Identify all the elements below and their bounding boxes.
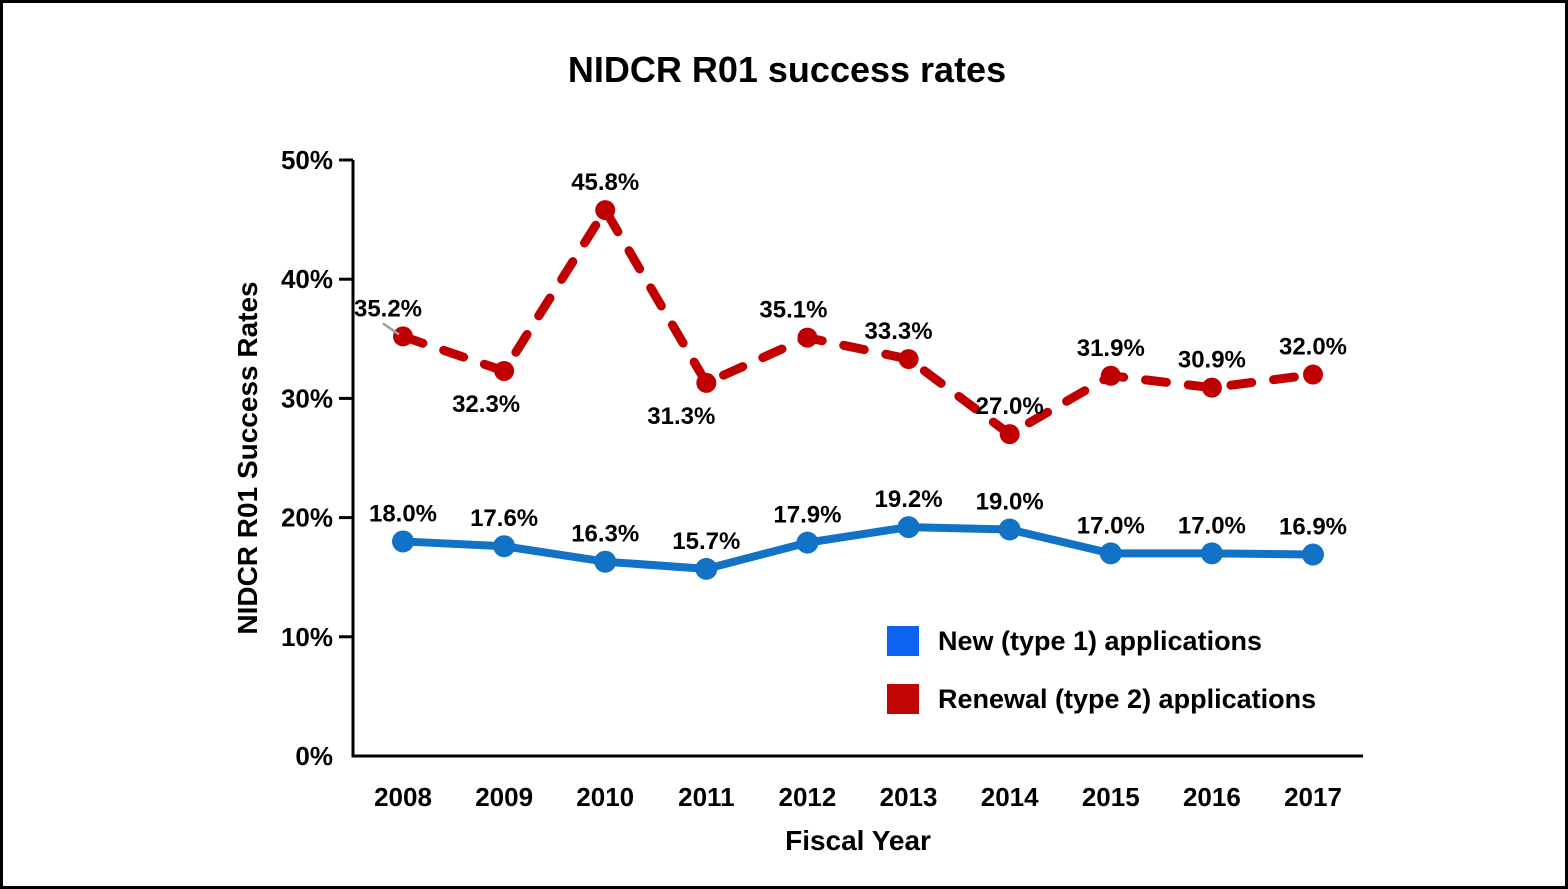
data-label-0-2009: 17.6% [470, 505, 538, 532]
series-line-0 [399, 523, 1317, 573]
x-tick-label: 2014 [981, 782, 1039, 812]
data-label-1-2008: 35.2% [354, 295, 422, 322]
legend-item-new-applications: New (type 1) applications [887, 625, 1316, 657]
x-tick-label: 2016 [1183, 782, 1241, 812]
data-point-0-2008 [392, 530, 414, 553]
x-tick-label: 2008 [374, 782, 432, 812]
data-point-1-2015 [1100, 365, 1121, 386]
y-tick-label: 20% [281, 503, 333, 533]
x-axis-title: Fiscal Year [785, 825, 931, 856]
data-point-1-2009 [494, 360, 515, 381]
y-tick-label: 0% [295, 741, 333, 771]
data-label-1-2017: 32.0% [1279, 334, 1347, 361]
data-label-0-2011: 15.7% [672, 528, 740, 555]
chart-title: NIDCR R01 success rates [567, 49, 1007, 90]
x-tick-label: 2011 [678, 782, 734, 812]
data-label-0-2017: 16.9% [1279, 514, 1347, 541]
data-label-0-2010: 16.3% [571, 521, 639, 548]
series-line-1 [398, 205, 1318, 439]
data-point-1-2008 [393, 326, 413, 347]
data-point-0-2015 [1099, 542, 1122, 565]
axis-lines [351, 160, 1363, 758]
data-label-0-2013: 19.2% [875, 486, 943, 513]
data-point-0-2011 [695, 557, 718, 580]
legend-swatch-renewal-applications [887, 684, 919, 714]
data-point-0-2009 [493, 535, 516, 558]
y-tick-label: 10% [281, 622, 333, 652]
data-point-1-2010 [595, 200, 616, 221]
data-label-1-2011: 31.3% [647, 403, 715, 430]
data-point-1-2014 [999, 424, 1020, 445]
data-point-0-2012 [796, 531, 819, 554]
x-tick-label: 2012 [779, 782, 837, 812]
data-point-0-2010 [594, 550, 617, 573]
data-point-1-2016 [1201, 377, 1222, 398]
data-label-1-2013: 33.3% [865, 318, 933, 345]
data-label-0-2014: 19.0% [976, 489, 1044, 516]
data-point-1-2012 [797, 327, 818, 348]
y-tick-label: 30% [281, 383, 333, 413]
data-label-0-2012: 17.9% [773, 502, 841, 529]
legend-item-renewal-applications: Renewal (type 2) applications [887, 683, 1316, 715]
legend-label-new-applications: New (type 1) applications [938, 625, 1263, 656]
data-label-0-2008: 18.0% [369, 500, 437, 527]
data-label-1-2012: 35.1% [759, 297, 827, 324]
legend-label-renewal-applications: Renewal (type 2) applications [938, 683, 1317, 714]
plot-area: 0% 10% 20% 30% 40% 50% 2008 2009 2010 2011 2012 201… [281, 145, 1363, 812]
data-label-1-2016: 30.9% [1178, 347, 1246, 374]
data-point-0-2016 [1200, 542, 1223, 565]
x-tick-label: 2013 [880, 782, 938, 812]
data-point-0-2017 [1302, 543, 1324, 566]
data-point-0-2014 [998, 518, 1021, 541]
data-point-0-2013 [897, 516, 920, 539]
data-label-1-2015: 31.9% [1077, 335, 1145, 362]
legend-swatch-new-applications [887, 626, 919, 656]
x-tick-label: 2015 [1082, 782, 1140, 812]
data-point-1-2013 [898, 349, 919, 370]
label-leader-line [382, 322, 400, 336]
y-tick-label: 50% [281, 145, 333, 175]
x-tick-label: 2017 [1284, 782, 1342, 812]
data-point-1-2017 [1303, 364, 1323, 385]
data-point-1-2011 [696, 372, 717, 393]
data-label-1-2014: 27.0% [976, 393, 1044, 420]
data-label-0-2016: 17.0% [1178, 512, 1246, 539]
legend: New (type 1) applications Renewal (type … [887, 625, 1316, 741]
data-label-1-2010: 45.8% [571, 169, 639, 196]
y-tick-label: 40% [281, 264, 333, 294]
data-label-1-2009: 32.3% [452, 391, 520, 418]
data-label-0-2015: 17.0% [1077, 512, 1145, 539]
x-tick-label: 2010 [576, 782, 634, 812]
x-tick-label: 2009 [475, 782, 533, 812]
